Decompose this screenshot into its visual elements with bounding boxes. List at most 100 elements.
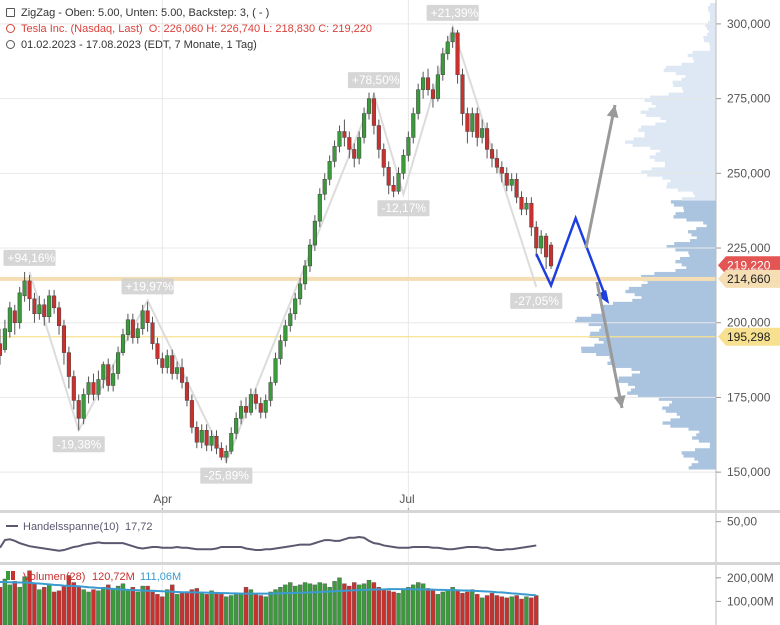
volume-profile-bar: [670, 200, 716, 204]
volume-profile-bar: [665, 65, 716, 70]
volume-profile-bar: [710, 44, 716, 49]
volume-profile-bar: [673, 83, 716, 88]
volume-bar: [268, 591, 273, 625]
candle-body: [199, 430, 204, 443]
volume-profile-bar: [691, 463, 716, 467]
volume-profile-bar: [688, 466, 716, 470]
indicator-info-line: ZigZag - Oben: 5.00, Unten: 5.00, Backst…: [6, 6, 269, 20]
volume-profile-bar: [662, 176, 716, 180]
volume-bar: [76, 585, 81, 625]
y-tick-label: 300,000: [727, 17, 771, 31]
volume-bar: [337, 577, 342, 625]
volume-bar: [263, 596, 268, 625]
volume-bar: [327, 587, 332, 625]
volume-bar: [332, 581, 337, 625]
volume-bar: [504, 597, 509, 625]
candle-body: [96, 379, 101, 395]
volume-bar: [2, 578, 8, 625]
volume-profile-bar: [707, 26, 716, 31]
volume-profile-bar: [609, 355, 716, 359]
volume-profile-bar: [641, 170, 716, 174]
volume-bar: [32, 583, 37, 625]
volume-profile-bar: [664, 161, 716, 165]
volume-bar: [233, 594, 239, 625]
candle-body: [298, 283, 303, 300]
volume-profile-bar: [698, 460, 716, 464]
volume-profile-bar: [690, 239, 716, 243]
zigzag-label-text: -27,05%: [514, 294, 559, 308]
volume-bar: [248, 589, 254, 625]
volume-bar: [529, 597, 534, 625]
volume-profile-bar: [685, 74, 716, 79]
volume-bar: [396, 592, 401, 625]
volume-profile-bar: [637, 394, 716, 398]
volume-bar: [17, 587, 22, 625]
volume-bar: [56, 590, 62, 625]
volume-profile-bar: [650, 146, 716, 150]
price-tag-label: 214,660: [727, 272, 771, 286]
volume-profile-bar: [660, 116, 716, 120]
volume-profile-bar: [692, 191, 716, 195]
volume-legend-swatch: [11, 571, 15, 580]
candle-body: [184, 382, 190, 401]
candle-body: [288, 313, 293, 326]
volume-profile-bar: [581, 349, 716, 354]
instrument-name: Tesla Inc. (Nasdaq, Last): [21, 23, 143, 35]
zigzag-label-text: +94,16%: [7, 251, 55, 265]
y-tick-label: 250,000: [727, 166, 771, 180]
candle-body: [194, 427, 199, 443]
volume-profile-bar: [644, 98, 716, 102]
clock-icon[interactable]: [6, 40, 15, 49]
volume-profile-bar: [633, 137, 716, 141]
candle-body: [450, 32, 455, 43]
panel-separator: [0, 510, 780, 513]
volume-bar: [534, 595, 539, 625]
volume-profile-bar: [675, 212, 716, 216]
zigzag-label: -25,89%: [200, 467, 253, 484]
volume-bar: [169, 584, 175, 625]
scenario-arrow-head: [606, 105, 619, 118]
zigzag-label-text: +19,97%: [126, 279, 174, 293]
zigzag-label: +21,39%: [426, 4, 479, 21]
volume-bar: [81, 589, 86, 625]
candle-body: [524, 202, 529, 210]
volume-profile-bar: [602, 310, 716, 315]
candle-body: [465, 113, 470, 132]
candle-body: [485, 128, 490, 150]
y-tick-label: 200,000: [727, 316, 771, 330]
candle-body: [268, 382, 273, 401]
volume-bar: [7, 584, 13, 625]
instrument-info-line: Tesla Inc. (Nasdaq, Last) O: 226,060 H: …: [6, 22, 372, 36]
volume-profile-bar: [655, 122, 716, 126]
candle-body: [22, 280, 27, 297]
candle-body: [273, 358, 278, 383]
volume-profile-bar: [707, 5, 716, 10]
zigzag-label: +19,97%: [121, 278, 174, 295]
volume-profile-bar: [627, 391, 716, 395]
zigzag-label: -19,38%: [52, 436, 105, 453]
candle-body: [61, 325, 67, 353]
instrument-ohlc: O: 226,060 H: 226,740 L: 218,830 C: 219,…: [148, 23, 373, 35]
volume-profile-bar: [670, 179, 716, 183]
volume-profile-bar: [644, 131, 716, 135]
volume-bar: [416, 582, 421, 625]
candle-body: [499, 167, 504, 174]
candle-body: [460, 74, 465, 114]
volume-profile-bar: [681, 451, 716, 455]
instrument-marker-icon[interactable]: [6, 24, 15, 33]
volume-profile-bar: [666, 119, 716, 123]
candle-body: [519, 196, 524, 210]
volume-profile-bar: [681, 262, 716, 267]
candle-body: [179, 367, 185, 383]
volume-bar: [42, 587, 47, 625]
candle-body: [425, 77, 431, 90]
volume-bar: [425, 588, 431, 625]
volume-bar: [317, 582, 322, 625]
volume-profile-bar: [630, 388, 716, 392]
candle-body: [347, 137, 352, 150]
volume-profile-bar: [703, 221, 716, 225]
candle-body: [165, 355, 170, 368]
volume-bars: [0, 570, 539, 625]
zigzag-settings-icon[interactable]: [6, 8, 15, 17]
candle-body: [106, 364, 111, 386]
